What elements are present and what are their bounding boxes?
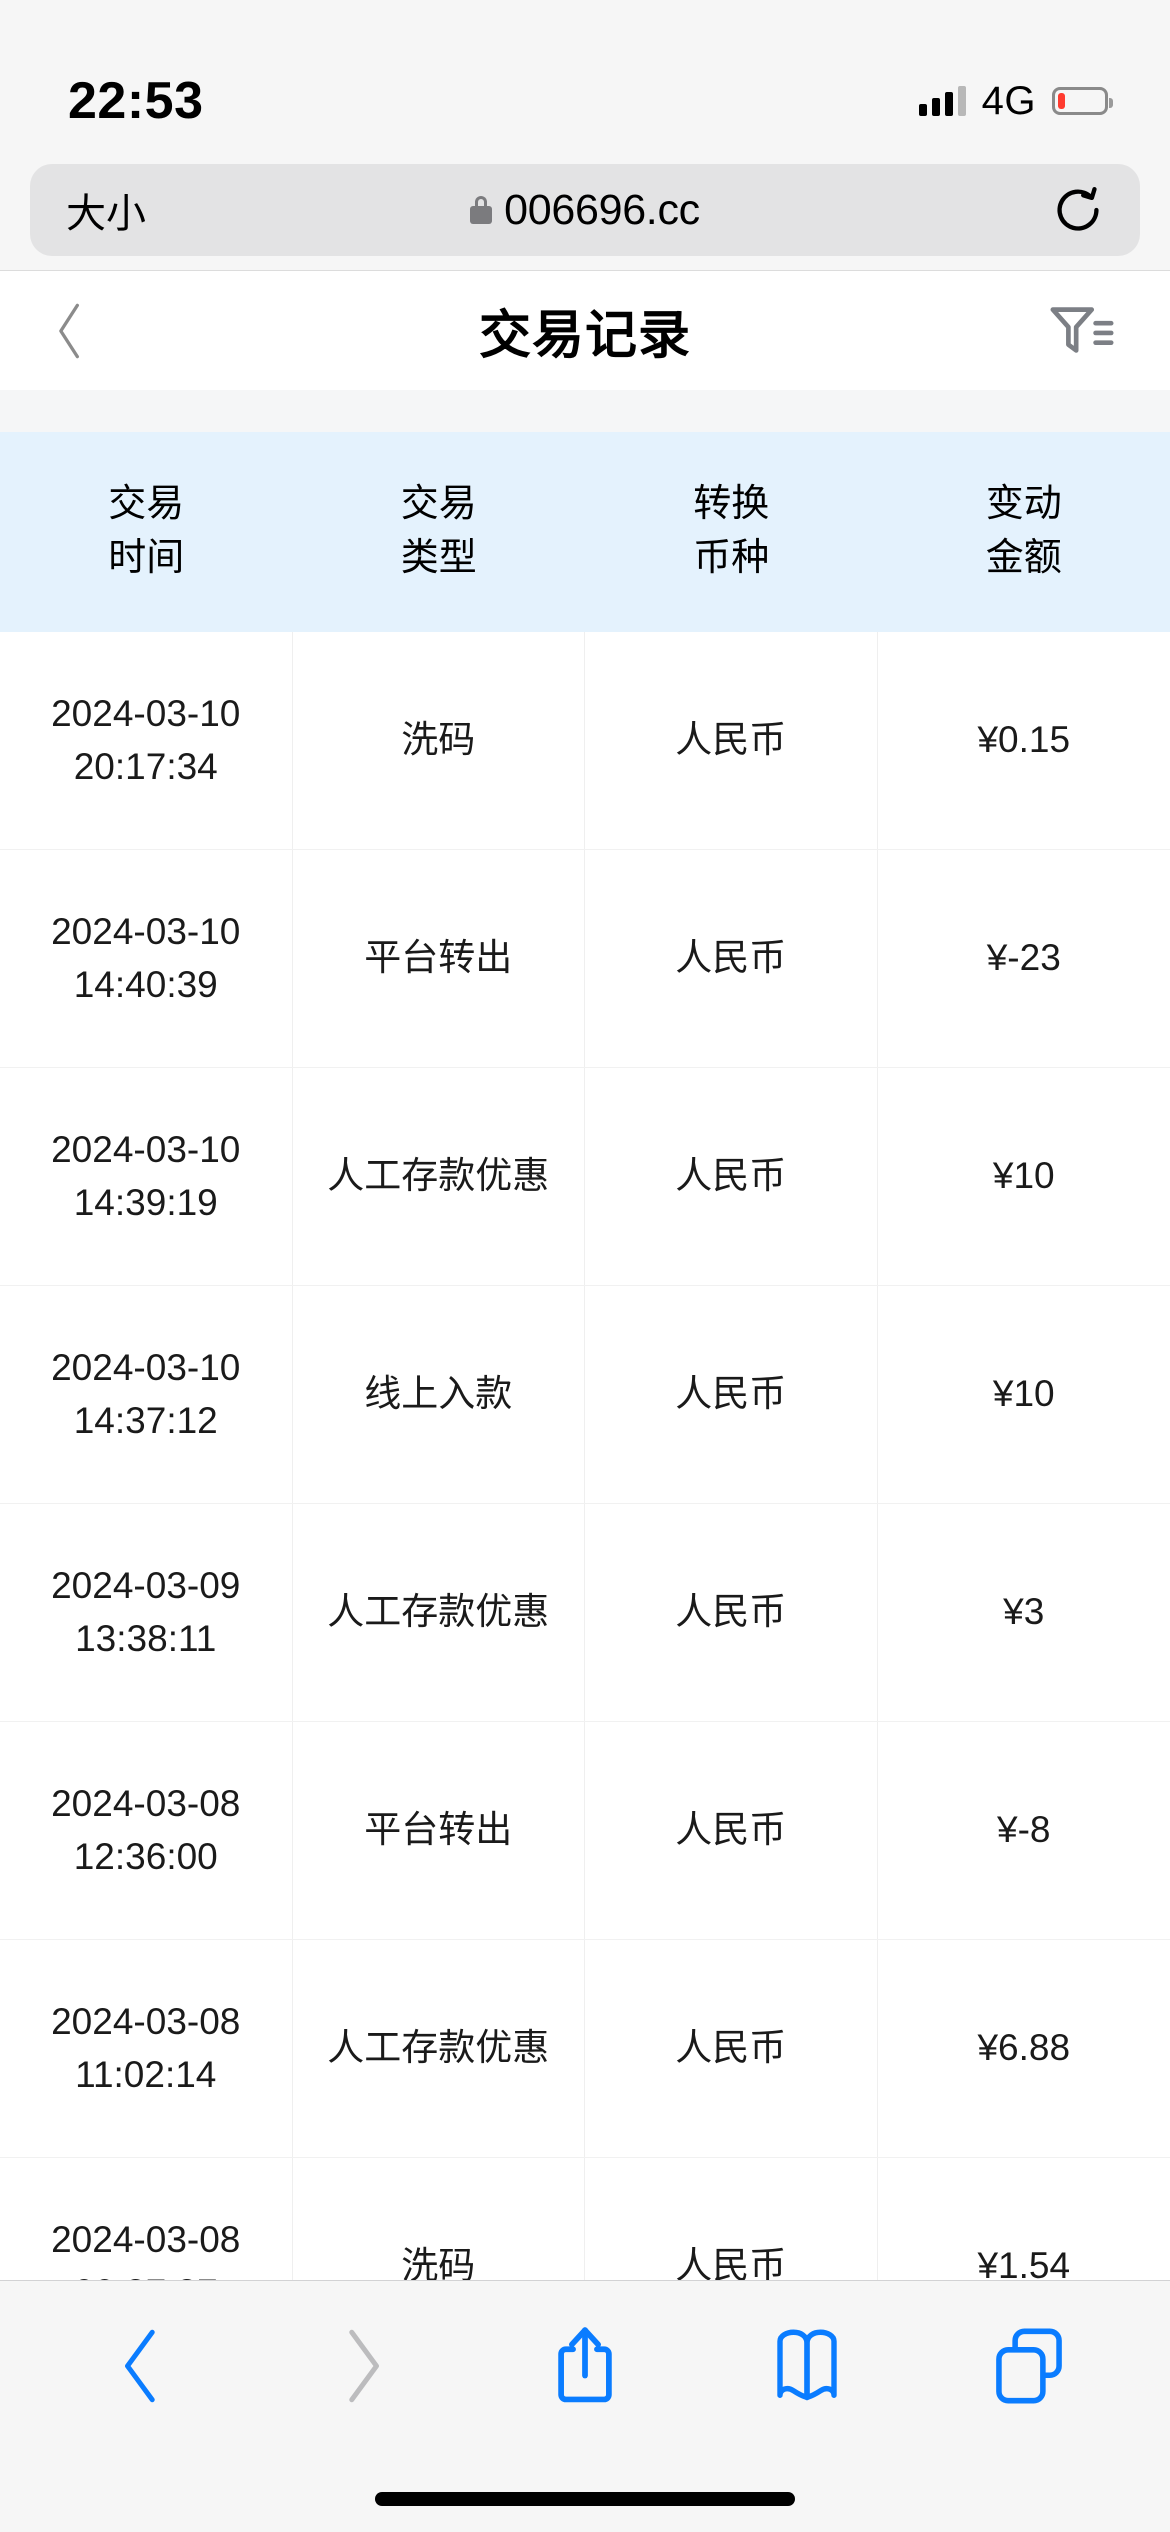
browser-bottom-toolbar (0, 2280, 1170, 2532)
cell-time: 2024-03-08 12:36:00 (0, 1722, 293, 1939)
bookmarks-icon[interactable] (747, 2306, 867, 2426)
cell-amount: ¥-23 (986, 937, 1061, 979)
table-row[interactable]: 2024-03-10 20:17:34 洗码 人民币 ¥0.15 (0, 632, 1170, 850)
page-title: 交易记录 (478, 307, 691, 365)
browser-forward-button[interactable] (303, 2306, 423, 2426)
column-header-currency: 转换 币种 (693, 483, 770, 579)
cell-amount: ¥-8 (997, 1809, 1051, 1851)
url-text: 006696.cc (504, 185, 700, 234)
cell-currency: 人民币 (585, 1940, 878, 2157)
table-row[interactable]: 2024-03-10 14:37:12 线上入款 人民币 ¥10 (0, 1286, 1170, 1504)
url-bar[interactable]: 大小 006696.cc (30, 164, 1140, 256)
table-row[interactable]: 2024-03-10 14:39:19 人工存款优惠 人民币 ¥10 (0, 1068, 1170, 1286)
share-icon[interactable] (525, 2306, 645, 2426)
cell-amount: ¥10 (992, 1373, 1055, 1415)
home-indicator (375, 2492, 795, 2506)
cell-type: 人工存款优惠 (293, 1504, 585, 1721)
table-row[interactable]: 2024-03-08 00:27:37 洗码 人民币 ¥1.54 (0, 2158, 1170, 2280)
reload-icon[interactable] (1052, 184, 1104, 236)
cell-time: 2024-03-10 14:40:39 (0, 850, 293, 1067)
signal-strength-icon (918, 86, 966, 116)
cell-type: 平台转出 (293, 850, 585, 1067)
content-gap-band (0, 390, 1170, 432)
table-row[interactable]: 2024-03-08 12:36:00 平台转出 人民币 ¥-8 (0, 1722, 1170, 1940)
status-bar: 22:53 4G (0, 0, 1170, 150)
column-header-time: 交易 时间 (108, 483, 185, 579)
cell-currency: 人民币 (585, 1068, 878, 1285)
table-row[interactable]: 2024-03-08 11:02:14 人工存款优惠 人民币 ¥6.88 (0, 1940, 1170, 2158)
cell-time: 2024-03-10 14:39:19 (0, 1068, 293, 1285)
cell-amount: ¥1.54 (977, 2245, 1071, 2280)
cell-type: 洗码 (293, 632, 585, 849)
cell-type: 人工存款优惠 (293, 1940, 585, 2157)
cell-time: 2024-03-10 14:37:12 (0, 1286, 293, 1503)
cell-currency: 人民币 (585, 1722, 878, 1939)
cell-currency: 人民币 (585, 850, 878, 1067)
tabs-icon[interactable] (969, 2306, 1089, 2426)
cell-type: 线上入款 (293, 1286, 585, 1503)
network-type-label: 4G (981, 78, 1036, 123)
battery-icon (1052, 87, 1113, 115)
transaction-table[interactable]: 交易 时间 交易 类型 转换 币种 变动 金额 2024-03-10 20:17… (0, 432, 1170, 2280)
cell-type: 洗码 (293, 2158, 585, 2280)
cell-currency: 人民币 (585, 1286, 878, 1503)
cell-currency: 人民币 (585, 1504, 878, 1721)
page-header: 交易记录 (0, 270, 1170, 390)
cell-time: 2024-03-08 00:27:37 (0, 2158, 293, 2280)
cell-type: 平台转出 (293, 1722, 585, 1939)
cell-time: 2024-03-08 11:02:14 (0, 1940, 293, 2157)
cell-currency: 人民币 (585, 632, 878, 849)
cell-currency: 人民币 (585, 2158, 878, 2280)
page-back-button[interactable] (0, 271, 140, 391)
status-bar-indicators: 4G (918, 78, 1113, 124)
url-display: 006696.cc (30, 186, 1140, 235)
table-row[interactable]: 2024-03-10 14:40:39 平台转出 人民币 ¥-23 (0, 850, 1170, 1068)
browser-back-button[interactable] (81, 2306, 201, 2426)
column-header-type: 交易 类型 (400, 483, 477, 579)
lock-icon (470, 196, 493, 224)
filter-icon[interactable] (1032, 271, 1132, 391)
cell-amount: ¥6.88 (977, 2027, 1071, 2069)
cell-time: 2024-03-10 20:17:34 (0, 632, 293, 849)
cell-time: 2024-03-09 13:38:11 (0, 1504, 293, 1721)
cell-amount: ¥10 (992, 1155, 1055, 1197)
text-size-button[interactable]: 大小 (66, 192, 146, 236)
cell-type: 人工存款优惠 (293, 1068, 585, 1285)
status-bar-time: 22:53 (68, 72, 204, 130)
table-header-row: 交易 时间 交易 类型 转换 币种 变动 金额 (0, 432, 1170, 632)
cell-amount: ¥3 (1003, 1591, 1045, 1633)
table-row[interactable]: 2024-03-09 13:38:11 人工存款优惠 人民币 ¥3 (0, 1504, 1170, 1722)
browser-url-bar-container: 大小 006696.cc (0, 150, 1170, 270)
cell-amount: ¥0.15 (977, 719, 1071, 761)
column-header-amount: 变动 金额 (985, 483, 1062, 579)
